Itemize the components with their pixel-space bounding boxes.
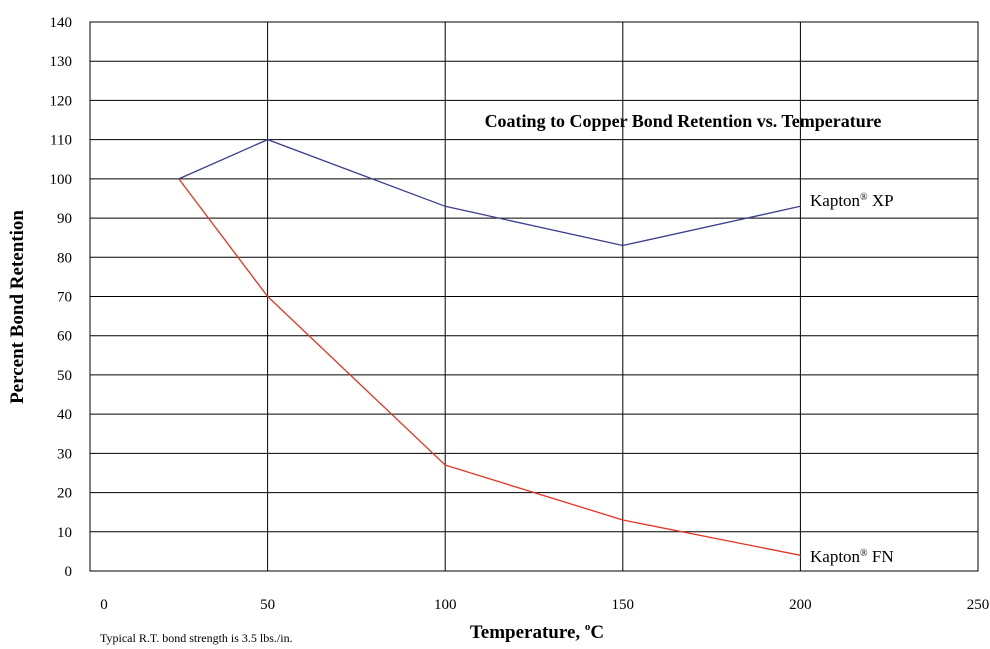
x-axis-title: Temperature, oC <box>470 621 604 643</box>
series-line-kapton-fn <box>179 179 801 555</box>
footnote: Typical R.T. bond strength is 3.5 lbs./i… <box>100 631 293 645</box>
y-tick-label: 90 <box>57 211 72 227</box>
y-tick-label: 70 <box>57 290 72 306</box>
y-axis-ticks: 0 10 20 30 40 50 60 70 80 90 100 110 120 130 140 <box>50 15 73 580</box>
chart-title: Coating to Copper Bond Retention vs. Tem… <box>485 111 882 131</box>
x-tick-label: 0 <box>100 597 108 613</box>
y-tick-label: 140 <box>50 15 73 31</box>
series-line-kapton-xp <box>179 140 801 246</box>
x-axis-ticks: 0 50 100 150 200 250 <box>100 597 989 613</box>
x-tick-label: 100 <box>434 597 457 613</box>
y-tick-label: 30 <box>57 446 72 462</box>
y-tick-label: 10 <box>57 525 72 541</box>
y-tick-label: 0 <box>65 564 73 580</box>
x-tick-label: 150 <box>612 597 635 613</box>
x-tick-label: 200 <box>789 597 812 613</box>
y-tick-label: 60 <box>57 329 72 345</box>
y-tick-label: 110 <box>50 133 72 149</box>
y-tick-label: 50 <box>57 368 72 384</box>
y-tick-label: 120 <box>50 93 73 109</box>
y-tick-label: 40 <box>57 407 72 423</box>
y-tick-label: 80 <box>57 250 72 266</box>
y-axis-title: Percent Bond Retention <box>7 210 28 404</box>
x-tick-label: 250 <box>967 597 990 613</box>
series-label-kapton-fn: Kapton® FN <box>810 547 894 566</box>
y-tick-label: 20 <box>57 486 72 502</box>
series-label-kapton-xp: Kapton® XP <box>810 191 894 210</box>
y-tick-label: 100 <box>50 172 73 188</box>
x-tick-label: 50 <box>260 597 275 613</box>
grid-lines <box>90 22 978 571</box>
y-tick-label: 130 <box>50 54 73 70</box>
